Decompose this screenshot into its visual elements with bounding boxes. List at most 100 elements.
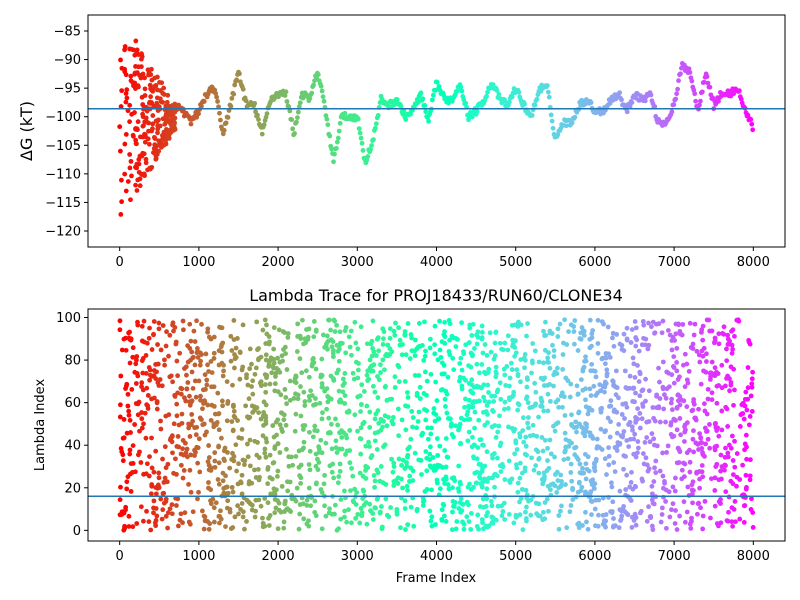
- lambda-point: [529, 404, 535, 410]
- lambda-point: [124, 486, 130, 492]
- lambda-point: [469, 389, 475, 395]
- delta-g-point: [123, 131, 129, 137]
- delta-g-point: [292, 131, 297, 136]
- lambda-point: [651, 415, 657, 421]
- lambda-point: [479, 335, 485, 341]
- lambda-point: [668, 420, 674, 425]
- lambda-point: [548, 482, 554, 488]
- lambda-point: [265, 500, 271, 506]
- lambda-point: [416, 409, 422, 415]
- lambda-point: [127, 360, 133, 366]
- lambda-point: [409, 335, 414, 341]
- lambda-point: [228, 358, 234, 364]
- lambda-point: [520, 428, 526, 433]
- lambda-point: [183, 398, 189, 404]
- lambda-point: [374, 447, 380, 452]
- lambda-x-tick-label: 7000: [658, 549, 691, 564]
- lambda-point: [263, 357, 269, 363]
- lambda-point: [714, 400, 720, 406]
- lambda-point: [633, 484, 638, 490]
- lambda-point: [421, 390, 427, 396]
- lambda-point: [689, 482, 695, 488]
- delta-g-point: [143, 160, 149, 166]
- lambda-point: [335, 422, 341, 428]
- lambda-point: [117, 497, 123, 503]
- lambda-point: [611, 343, 617, 349]
- lambda-point: [158, 418, 163, 424]
- lambda-point: [607, 434, 613, 440]
- lambda-point: [672, 488, 678, 494]
- lambda-point: [302, 336, 308, 342]
- lambda-point: [571, 341, 577, 347]
- lambda-point: [543, 332, 549, 338]
- lambda-point: [182, 366, 187, 371]
- lambda-point: [577, 461, 583, 467]
- lambda-point: [723, 489, 729, 495]
- lambda-point: [141, 421, 146, 427]
- lambda-point: [372, 484, 378, 490]
- delta-g-point: [133, 137, 139, 143]
- lambda-point: [195, 346, 200, 351]
- lambda-point: [680, 322, 686, 327]
- lambda-point: [650, 500, 656, 506]
- lambda-point: [301, 389, 307, 395]
- lambda-point: [355, 394, 361, 400]
- lambda-point: [712, 335, 718, 341]
- lambda-point: [285, 488, 291, 494]
- lambda-point: [681, 499, 687, 505]
- lambda-point: [328, 421, 334, 427]
- lambda-point: [262, 450, 268, 456]
- delta-g-point: [147, 165, 153, 171]
- lambda-point: [716, 331, 722, 337]
- lambda-point: [274, 473, 280, 479]
- lambda-point: [734, 317, 740, 323]
- lambda-point: [603, 524, 608, 530]
- delta-g-point: [550, 125, 556, 131]
- lambda-point: [642, 342, 648, 348]
- lambda-point: [537, 513, 543, 519]
- lambda-point: [457, 361, 463, 366]
- lambda-point: [289, 454, 294, 460]
- lambda-point: [319, 416, 325, 422]
- lambda-point: [619, 346, 625, 352]
- lambda-point: [495, 455, 500, 461]
- lambda-point: [501, 500, 507, 506]
- lambda-point: [495, 429, 501, 435]
- lambda-point: [656, 365, 661, 371]
- lambda-point: [556, 404, 562, 410]
- lambda-point: [500, 509, 506, 514]
- lambda-point: [630, 427, 635, 433]
- lambda-point: [510, 337, 516, 343]
- delta-g-point: [287, 108, 293, 114]
- lambda-point: [700, 513, 706, 519]
- lambda-point: [174, 503, 179, 508]
- lambda-point: [595, 444, 600, 449]
- delta-g-point: [135, 119, 141, 125]
- lambda-point: [481, 394, 487, 400]
- lambda-point: [170, 450, 175, 456]
- delta-g-point: [327, 133, 333, 139]
- lambda-point: [252, 438, 258, 444]
- lambda-point: [138, 460, 144, 465]
- delta-g-point: [154, 119, 160, 124]
- lambda-point: [404, 460, 409, 465]
- lambda-point: [427, 345, 433, 351]
- lambda-point: [477, 475, 483, 481]
- lambda-point: [140, 338, 146, 344]
- lambda-point: [127, 417, 133, 423]
- lambda-point: [620, 401, 626, 407]
- delta-g-point: [142, 173, 147, 179]
- lambda-point: [474, 361, 480, 367]
- lambda-point: [704, 411, 710, 417]
- lambda-point: [301, 439, 307, 445]
- lambda-point: [387, 346, 393, 352]
- lambda-point: [592, 468, 598, 474]
- lambda-point: [254, 452, 260, 458]
- lambda-point: [378, 427, 384, 433]
- lambda-point: [133, 401, 139, 406]
- lambda-point: [167, 374, 173, 380]
- lambda-point: [323, 440, 329, 446]
- lambda-point: [136, 452, 141, 458]
- lambda-point: [580, 366, 586, 372]
- lambda-point: [529, 370, 534, 376]
